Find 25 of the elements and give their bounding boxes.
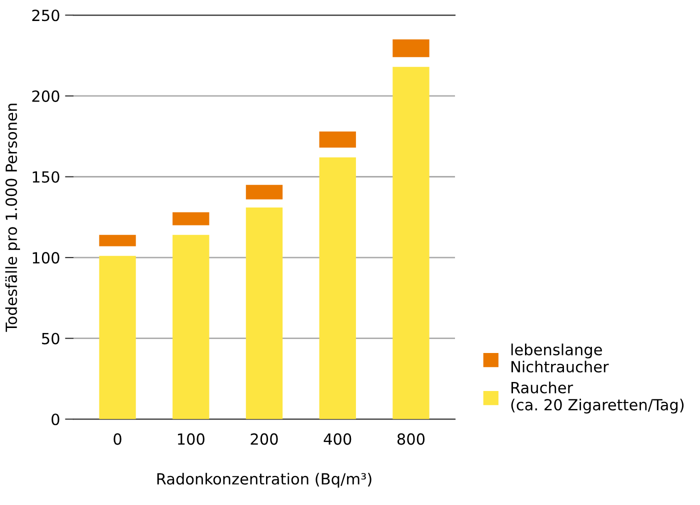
x-tick-label: 100 xyxy=(178,433,204,445)
bar xyxy=(246,184,283,200)
y-tick-label: 250 xyxy=(32,10,60,22)
x-axis-title: Radonkonzentration (Bq/m³) xyxy=(157,472,372,488)
x-tick-label: 400 xyxy=(324,433,352,445)
y-tick-label: 200 xyxy=(32,90,60,102)
bar xyxy=(172,212,210,226)
bar xyxy=(99,256,136,420)
bar xyxy=(392,39,430,58)
x-tick-label: 800 xyxy=(397,433,425,445)
bar xyxy=(99,234,136,246)
y-axis-title: Todesfälle pro 1.000 Personen xyxy=(5,104,20,332)
y-tick-label: 0 xyxy=(52,414,60,426)
legend-label: Raucher (ca. 20 Zigaretten/Tag) xyxy=(511,382,684,414)
y-tick-label: 50 xyxy=(42,332,60,344)
bar xyxy=(392,66,430,420)
bar xyxy=(319,157,356,420)
x-tick-label: 0 xyxy=(114,433,122,445)
bar xyxy=(172,234,210,420)
bar xyxy=(319,132,356,148)
y-tick-label: 100 xyxy=(32,252,60,264)
x-tick-label: 200 xyxy=(250,433,278,445)
y-tick-label: 150 xyxy=(32,171,60,183)
bar xyxy=(246,207,283,420)
legend-label: lebenslange Nichtraucher xyxy=(511,344,609,373)
